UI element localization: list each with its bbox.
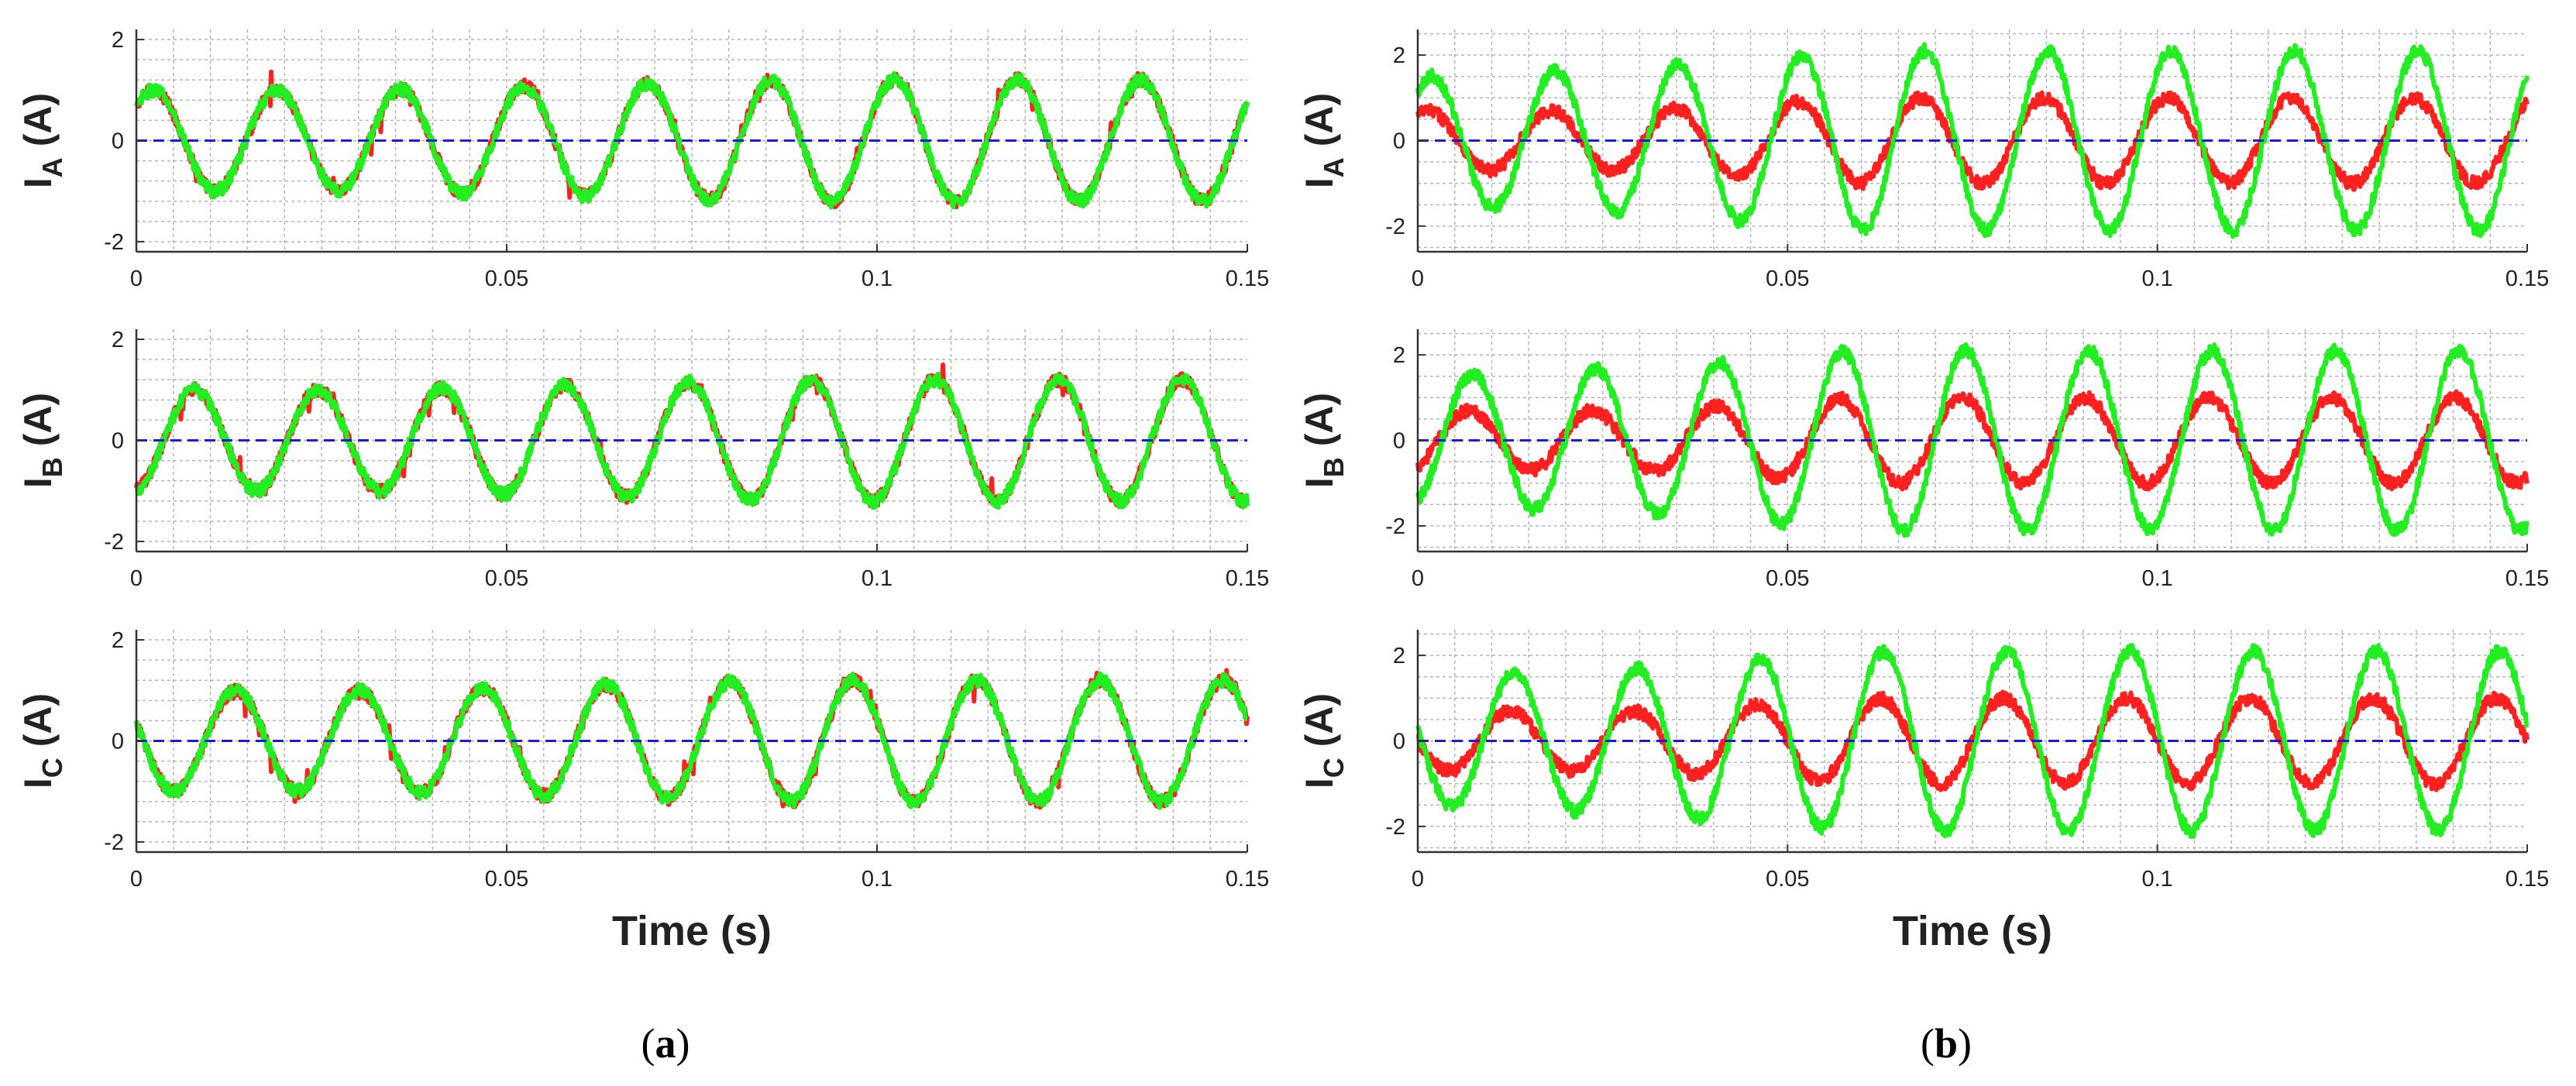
- y-axis-label: IB (A): [16, 393, 68, 488]
- x-tick-label: 0.1: [862, 266, 892, 291]
- x-tick-label: 0.05: [1766, 566, 1809, 591]
- x-tick-label: 0.05: [1766, 867, 1809, 892]
- x-tick-label: 0: [1412, 867, 1424, 892]
- x-tick-label: 0.15: [1226, 266, 1269, 291]
- x-axis-label: Time (s): [612, 908, 772, 954]
- x-tick-label: 0: [130, 566, 143, 591]
- series-line-2: [134, 671, 1249, 810]
- x-tick-label: 0.15: [2505, 566, 2549, 591]
- y-tick-label: -2: [1385, 514, 1405, 539]
- y-tick-label: -2: [104, 230, 124, 255]
- chart-b-A: 0 0.05 0.1 0.15 2 0 -2 IA (A): [1298, 29, 2549, 291]
- series-line-2: [1415, 643, 2530, 839]
- y-axis-label: IA (A): [1298, 93, 1350, 188]
- x-tick-label: 0.15: [1226, 867, 1269, 892]
- x-tick-label: 0.1: [2142, 867, 2173, 892]
- y-tick-label: 0: [112, 429, 124, 454]
- x-tick-label: 0.1: [862, 867, 892, 892]
- y-tick-label: 2: [112, 628, 124, 653]
- x-tick-label: 0: [1412, 266, 1424, 291]
- y-tick-label: -2: [1385, 215, 1405, 239]
- series-line-2: [134, 70, 1250, 210]
- x-tick-label: 0.1: [2142, 566, 2173, 591]
- x-tick-label: 0.1: [2142, 266, 2173, 291]
- x-tick-label: 0.15: [2505, 867, 2549, 892]
- panel-caption: (a): [641, 1020, 690, 1067]
- y-tick-label: 2: [112, 28, 124, 53]
- x-tick-label: 0.15: [1226, 566, 1269, 591]
- series-line-2: [1415, 342, 2530, 538]
- y-tick-label: 2: [1393, 43, 1405, 68]
- y-axis-label: IC (A): [16, 693, 68, 789]
- y-axis-label: IA (A): [16, 93, 68, 188]
- x-tick-label: 0.05: [485, 266, 528, 291]
- y-tick-label: 0: [112, 129, 124, 154]
- y-tick-label: 2: [1393, 644, 1405, 668]
- y-tick-label: 0: [1393, 129, 1405, 154]
- y-tick-label: 0: [1393, 730, 1405, 754]
- y-tick-label: 2: [112, 328, 124, 352]
- panel-caption: (b): [1921, 1020, 1972, 1067]
- y-tick-label: 0: [1393, 429, 1405, 454]
- x-tick-label: 0.05: [485, 566, 528, 591]
- y-tick-label: -2: [1385, 815, 1405, 840]
- series-line-2: [1415, 42, 2530, 239]
- y-tick-label: 0: [112, 730, 124, 754]
- y-tick-label: 2: [1393, 343, 1405, 368]
- y-tick-label: -2: [104, 530, 124, 555]
- series-line-1: [1415, 389, 2530, 492]
- chart-b-B: 0 0.05 0.1 0.15 2 0 -2 IB (A): [1298, 329, 2549, 591]
- chart-b-C: 0 0.05 0.1 0.15 2 0 -2 IC (A) Time (s): [1298, 630, 2549, 954]
- series-line-1: [1415, 90, 2530, 192]
- x-tick-label: 0: [130, 266, 143, 291]
- y-axis-label: IC (A): [1298, 693, 1350, 789]
- y-tick-label: -2: [104, 830, 124, 855]
- y-axis-label: IB (A): [1298, 393, 1350, 488]
- x-tick-label: 0.05: [485, 867, 528, 892]
- x-tick-label: 0: [1412, 566, 1424, 591]
- series-line-2: [134, 371, 1250, 510]
- x-axis-label: Time (s): [1893, 908, 2052, 954]
- x-tick-label: 0.1: [862, 566, 892, 591]
- x-tick-label: 0: [130, 867, 143, 892]
- x-tick-label: 0.15: [2505, 266, 2549, 291]
- x-tick-label: 0.05: [1766, 266, 1809, 291]
